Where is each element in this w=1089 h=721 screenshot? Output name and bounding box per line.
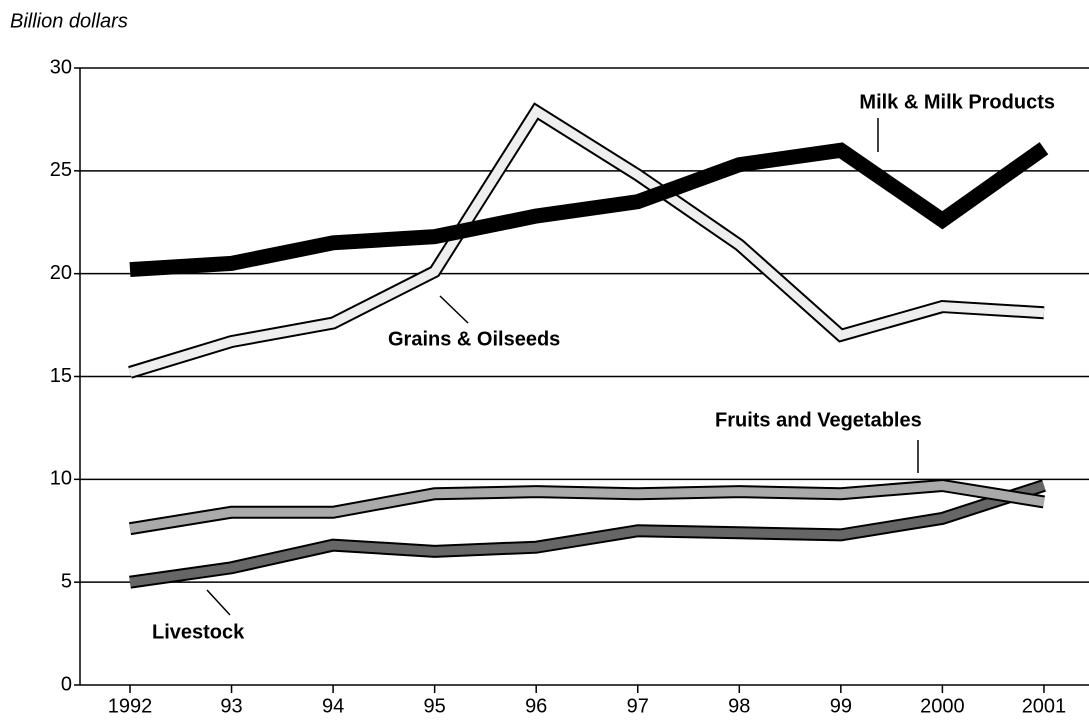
x-tick-label: 98 [728, 695, 750, 717]
x-tick-label: 99 [830, 695, 852, 717]
line-outline [129, 479, 1046, 589]
x-tick-label: 1992 [108, 695, 153, 717]
x-tick-label: 2001 [1022, 695, 1067, 717]
series-label: Livestock [152, 621, 245, 643]
leader-line [206, 589, 231, 616]
lines [128, 102, 1049, 589]
x-tick-label: 96 [525, 695, 547, 717]
series-label: Milk & Milk Products [859, 91, 1055, 113]
series-label: Fruits and Vegetables [715, 409, 922, 431]
series-label: Grains & Oilseeds [388, 328, 560, 350]
leader-line [439, 295, 469, 324]
line [129, 481, 1046, 587]
y-tick-label: 0 [61, 673, 72, 695]
y-tick-label: 30 [50, 56, 72, 78]
y-tick-label: 15 [50, 365, 72, 387]
line [128, 104, 1045, 377]
x-tick-label: 95 [424, 695, 446, 717]
y-tick-label: 5 [61, 570, 72, 592]
line [129, 480, 1045, 534]
x-tick-label: 94 [322, 695, 344, 717]
y-tick-label: 20 [50, 262, 72, 284]
x-tick-label: 97 [627, 695, 649, 717]
x-tick-label: 93 [220, 695, 242, 717]
grid: 0 5 10 15 20 25 30 1992 93 94 95 96 97 98 99 2000 2001 [50, 56, 1089, 717]
y-tick-label: 25 [50, 159, 72, 181]
y-tick-label: 10 [50, 468, 72, 490]
y-axis-label: Billion dollars [10, 10, 128, 32]
x-tick-label: 2000 [920, 695, 965, 717]
line-outline [129, 142, 1049, 278]
